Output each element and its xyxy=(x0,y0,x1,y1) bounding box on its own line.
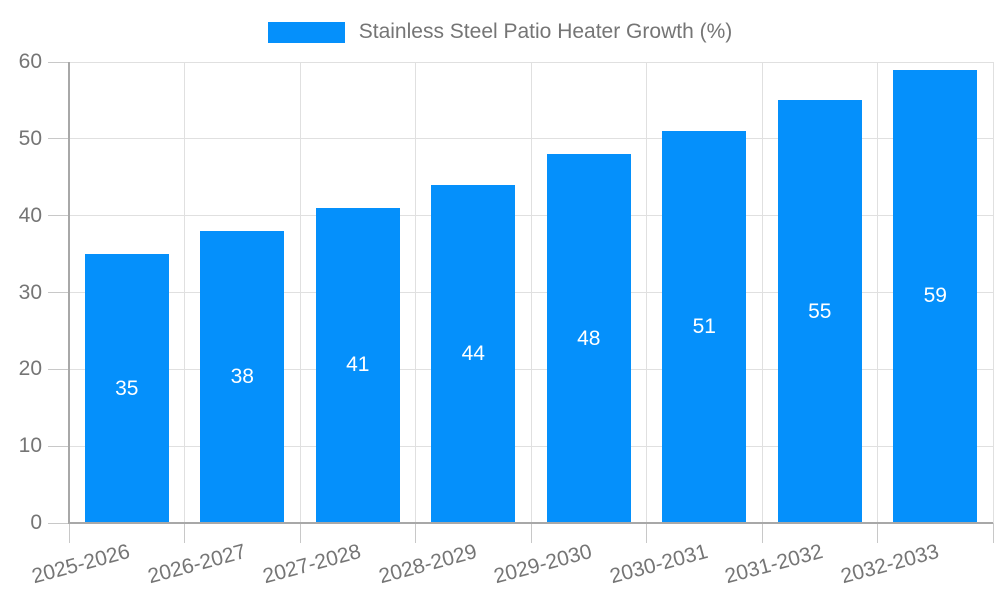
y-axis-label: 50 xyxy=(18,126,42,150)
x-gridline xyxy=(646,62,647,523)
bar[interactable] xyxy=(84,254,169,523)
bar-value-label: 44 xyxy=(461,341,485,365)
y-tick xyxy=(48,522,69,524)
bar[interactable] xyxy=(315,207,400,523)
x-tick xyxy=(415,523,416,543)
y-axis-label: 40 xyxy=(18,203,42,227)
x-axis-label: 2028-2029 xyxy=(376,540,480,589)
x-gridline xyxy=(415,62,416,523)
bar-value-label: 38 xyxy=(230,365,254,389)
bar[interactable] xyxy=(777,100,862,523)
y-tick xyxy=(48,215,69,217)
bar-value-label: 35 xyxy=(115,376,139,400)
x-axis-label: 2026-2027 xyxy=(145,540,249,589)
y-axis-label: 10 xyxy=(18,434,42,458)
x-axis-label: 2027-2028 xyxy=(260,540,364,589)
x-tick xyxy=(992,523,994,543)
legend-swatch xyxy=(267,21,345,43)
bar-value-label: 48 xyxy=(577,326,601,350)
bar-value-label: 55 xyxy=(808,299,832,323)
x-axis-label: 2031-2032 xyxy=(722,540,826,589)
bar-value-label: 41 xyxy=(346,353,370,377)
x-axis-label: 2030-2031 xyxy=(607,540,711,589)
y-axis-label: 60 xyxy=(18,50,42,73)
x-tick xyxy=(530,523,532,543)
x-gridline xyxy=(877,62,878,523)
legend[interactable]: Stainless Steel Patio Heater Growth (%) xyxy=(0,20,1000,44)
y-axis-line xyxy=(68,62,70,524)
x-axis-line xyxy=(69,522,993,524)
y-tick xyxy=(48,292,69,293)
y-tick xyxy=(48,138,69,140)
y-axis-label: 30 xyxy=(18,280,42,304)
x-tick xyxy=(68,523,70,543)
x-tick xyxy=(761,523,763,543)
x-tick xyxy=(877,523,878,543)
legend-label: Stainless Steel Patio Heater Growth (%) xyxy=(358,20,733,43)
y-tick xyxy=(48,368,69,370)
x-tick xyxy=(646,523,647,543)
x-gridline xyxy=(299,62,301,523)
x-gridline xyxy=(761,62,763,523)
bar[interactable] xyxy=(431,184,516,523)
bar-value-label: 59 xyxy=(923,284,947,308)
x-tick xyxy=(299,523,301,543)
bar[interactable] xyxy=(200,231,285,523)
x-gridline xyxy=(992,62,994,523)
y-tick xyxy=(48,61,69,63)
bar[interactable] xyxy=(893,69,978,523)
x-axis-label: 2025-2026 xyxy=(29,540,133,589)
x-axis-label: 2029-2030 xyxy=(491,540,595,589)
y-axis-label: 20 xyxy=(18,357,42,381)
bar-value-label: 51 xyxy=(692,315,716,339)
bar[interactable] xyxy=(662,131,747,523)
x-axis-label: 2032-2033 xyxy=(838,540,942,589)
bar[interactable] xyxy=(546,154,631,523)
y-axis-label: 0 xyxy=(30,511,42,534)
x-tick xyxy=(184,523,185,543)
x-gridline xyxy=(184,62,185,523)
y-tick xyxy=(48,445,69,447)
x-gridline xyxy=(530,62,532,523)
